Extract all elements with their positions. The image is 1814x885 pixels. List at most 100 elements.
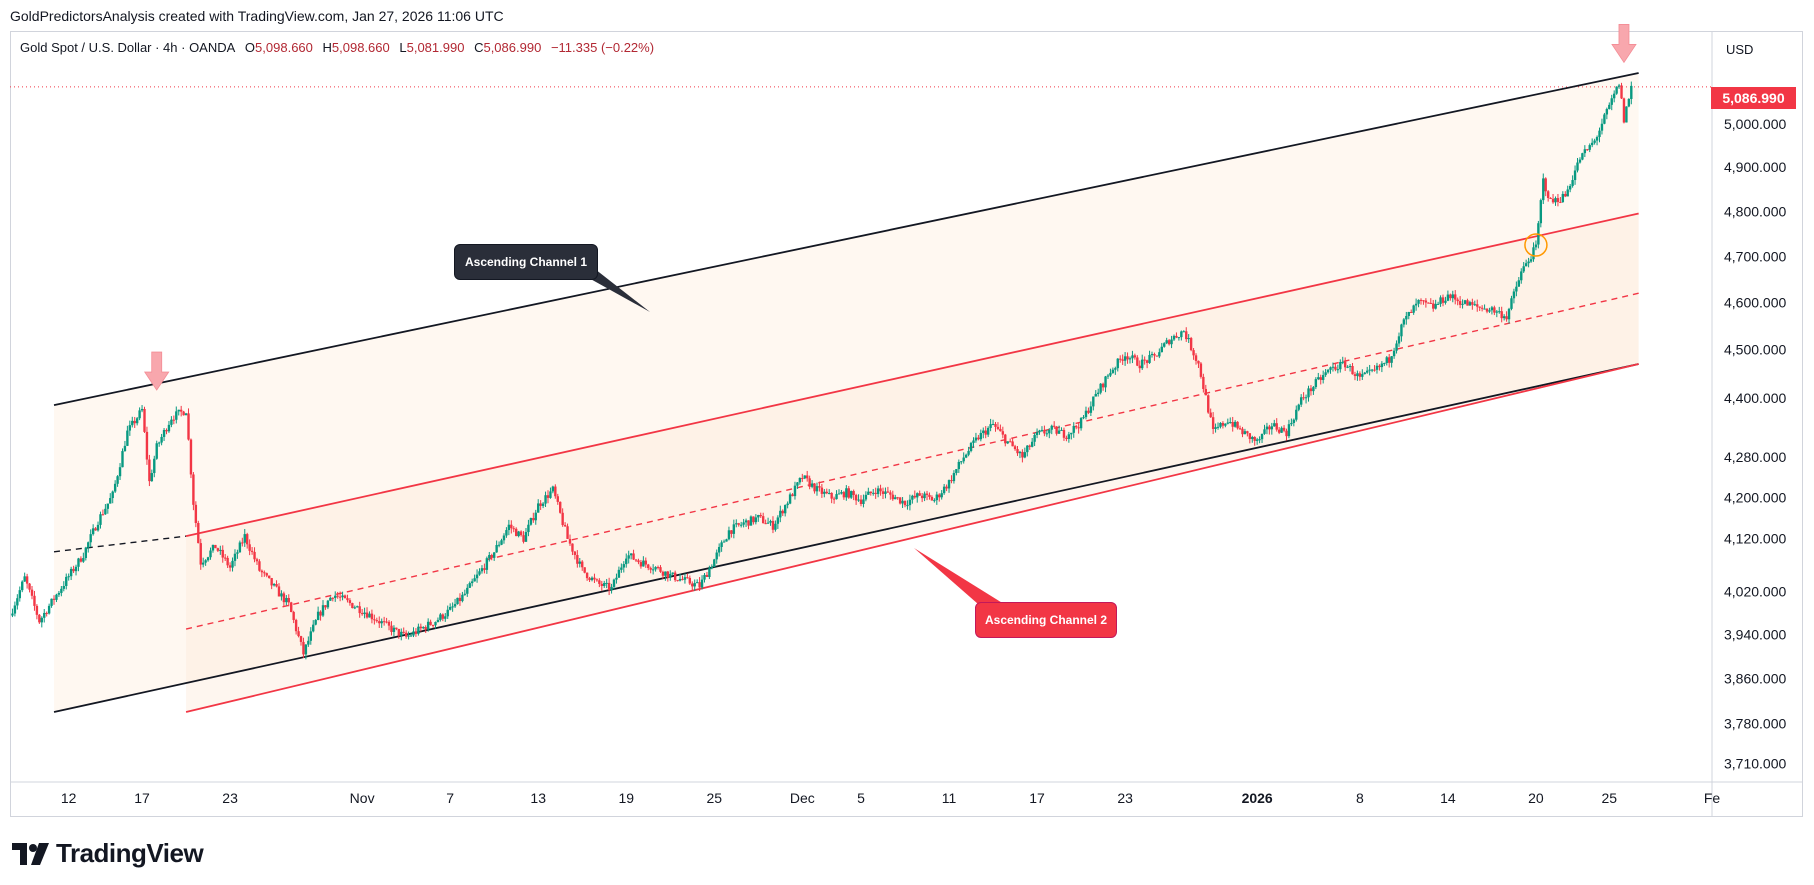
candle-body [194,504,198,523]
candle [715,549,718,564]
candle [60,585,63,597]
candle [510,520,513,534]
candle [781,509,784,517]
candle-body [673,572,677,581]
time-tick-label: 13 [530,790,546,806]
candle-body [1268,426,1271,430]
candle [1439,295,1442,307]
candle-body [845,488,848,498]
candle-body [598,580,601,584]
candle-body [155,443,158,459]
candle-body [1556,198,1560,202]
candle-body [422,627,425,629]
candle-body [1145,360,1149,363]
candle [179,405,183,417]
candle-body [1097,392,1100,394]
candle-body [1111,369,1115,373]
candle [392,625,396,637]
candle [1233,420,1237,428]
candle-body [984,430,987,435]
time-tick-label: Nov [350,790,375,806]
candle [945,484,948,492]
time-tick-label: 5 [857,790,865,806]
candle-body [1101,383,1105,388]
candle [1194,353,1198,365]
candle-body [1432,303,1435,309]
candle-body [268,575,271,579]
candle-body [779,510,782,518]
candle-body [324,605,327,608]
candle-body [908,499,912,506]
candle [1229,417,1232,424]
candle [382,616,386,626]
candle-body [1512,291,1516,299]
candle-body [475,574,479,579]
candle-body [1304,397,1308,399]
candle [1185,327,1188,342]
candle [1524,259,1528,267]
candle [370,609,374,624]
candle [1133,353,1137,360]
candle-body [972,440,975,443]
channel-2-callout[interactable]: Ascending Channel 2 [975,602,1117,638]
candle [1368,364,1371,376]
candle [957,459,961,473]
candle-body [1021,451,1024,458]
candle-body [277,586,281,597]
candle-body [314,619,317,625]
candle [1026,445,1029,457]
candle-body [1517,280,1521,287]
candle-body [974,437,978,441]
candle [1566,185,1569,197]
candle [1114,366,1117,375]
candle [806,470,809,482]
candle-body [1040,429,1044,431]
candle-body [341,595,344,598]
candle [1586,148,1589,151]
candle-body [683,577,687,580]
candle [925,490,929,501]
candle-body [541,503,545,506]
candle [1270,422,1274,435]
candle-body [539,503,542,506]
candle [270,577,273,590]
channel-fill-layer [54,72,1639,713]
candle [1559,197,1562,204]
candle [463,589,467,596]
candle-body [1001,431,1005,435]
candle [556,493,559,505]
candle-body [101,514,105,516]
candle [705,571,709,578]
candle [862,494,865,508]
candle [1495,309,1499,318]
candle-body [1309,388,1313,392]
candle-body [375,620,379,622]
candle-body [669,573,672,578]
candle-body [1590,142,1594,146]
channel-1-callout[interactable]: Ascending Channel 1 [454,244,598,280]
candle-body [79,558,83,562]
candle-body [708,568,711,577]
price-tick-label: 4,400.000 [1724,390,1786,406]
candle [881,487,885,500]
candle-body [192,474,195,505]
candle [940,490,943,500]
candle-body [911,495,914,500]
currency-selector[interactable]: USD [1726,42,1754,57]
candle-body [852,491,855,496]
candle [221,545,224,563]
candle [331,597,334,602]
candle [65,573,68,590]
candle [172,415,176,425]
candle [1018,450,1022,459]
candle [1033,432,1036,447]
candle [135,416,139,426]
candle [473,574,476,582]
tradingview-logo[interactable]: TradingView [12,838,204,869]
candle [160,433,163,446]
candle [1502,314,1506,321]
candle [429,619,432,626]
candle-body [13,605,17,614]
candle-body [1077,427,1080,429]
